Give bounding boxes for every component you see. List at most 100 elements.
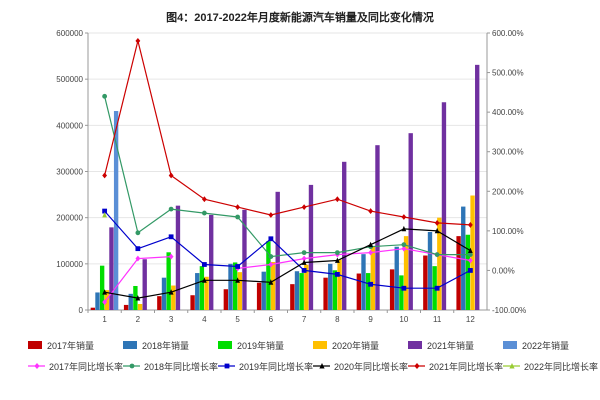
right-tick-label: 200.00% [492,187,524,196]
left-tick-label: 200000 [56,214,83,223]
x-tick-label: 7 [302,315,307,324]
bar-3-9 [366,273,370,310]
legend-item-line-5: 2021年同比增长率 [408,360,503,373]
point-2-2 [135,230,140,235]
legend-label: 2017年销量 [47,339,94,352]
x-tick-label: 2 [136,315,141,324]
bar-1-11 [423,256,427,310]
legend-item-bar-6: 2022年销量 [503,339,598,352]
bar-1-7 [290,284,294,310]
left-tick-label: 600000 [56,29,83,38]
legend-label: 2018年销量 [142,339,189,352]
bar-2-6 [262,272,266,310]
legend-label: 2020年同比增长率 [334,360,408,373]
left-tick-label: 0 [79,306,84,315]
point-2-4 [202,211,207,216]
x-tick-label: 10 [399,315,408,324]
right-tick-label: 500.00% [492,69,524,78]
bar-5-1 [109,227,113,310]
right-tick-label: -100.00% [492,306,526,315]
legend-item-line-1: 2017年同比增长率 [28,360,123,373]
line-series-2 [105,96,471,256]
right-tick-label: 100.00% [492,227,524,236]
point-5-7 [302,204,307,210]
point-5-1 [102,173,107,179]
x-tick-label: 4 [202,315,207,324]
line-series-3 [105,211,471,288]
bar-4-5 [238,272,242,310]
legend-label: 2019年同比增长率 [239,360,313,373]
x-tick-label: 9 [368,315,373,324]
legend-line-swatch [218,361,235,371]
point-3-12 [468,268,473,273]
x-tick-label: 5 [235,315,240,324]
x-tick-label: 12 [466,315,475,324]
bar-2-8 [328,264,332,310]
bar-4-9 [371,246,375,310]
bar-3-4 [200,266,204,310]
legend-line-swatch [28,361,45,371]
bar-5-12 [475,65,479,310]
bar-5-8 [342,162,346,310]
point-2-1 [102,94,107,99]
x-tick-label: 6 [269,315,274,324]
point-2-3 [169,207,174,212]
bar-1-6 [257,283,261,310]
legend-item-bar-4: 2020年销量 [313,339,408,352]
bar-4-3 [171,286,175,310]
legend-item-bar-3: 2019年销量 [218,339,313,352]
point-5-4 [202,196,207,202]
legend-label: 2020年销量 [332,339,379,352]
legend-item-bar-2: 2018年销量 [123,339,218,352]
bar-2-1 [95,292,99,310]
bar-2-10 [395,247,399,310]
legend-lines-row: 2017年同比增长率2018年同比增长率 2019年同比增长率 2020年同比增长率… [28,358,598,374]
x-tick-label: 11 [433,315,442,324]
bar-5-6 [276,192,280,310]
legend-line-swatch [313,361,330,371]
bar-1-5 [224,289,228,310]
point-3-10 [401,286,406,291]
bar-3-10 [399,275,403,310]
point-5-8 [335,196,340,202]
point-5-3 [169,173,174,179]
bar-4-2 [138,304,142,310]
bar-5-3 [176,206,180,310]
point-5-5 [235,204,240,210]
point-3-4 [202,262,207,267]
point-3-6 [268,236,273,241]
legend-label: 2022年同比增长率 [524,360,598,373]
bar-1-12 [456,236,460,310]
legend-label: 2022年销量 [522,339,569,352]
point-2-11 [435,252,440,257]
legend-item-line-4: 2020年同比增长率 [313,360,408,373]
legend-swatch [313,341,327,349]
bar-2-11 [428,232,432,310]
bar-1-1 [91,308,95,310]
legend-line-swatch [408,361,425,371]
left-tick-label: 100000 [56,260,83,269]
point-3-8 [335,272,340,277]
point-2-6 [268,254,273,259]
legend-label: 2017年同比增长率 [49,360,123,373]
point-3-11 [435,286,440,291]
legend-item-line-2: 2018年同比增长率 [123,360,218,373]
point-2-8 [335,250,340,255]
legend-item-line-6: 2022年同比增长率 [503,360,598,373]
bar-1-10 [390,269,394,310]
right-tick-label: 600.00% [492,29,524,38]
point-3-2 [135,246,140,251]
point-3-5 [235,264,240,269]
legend-line-swatch [123,361,140,371]
x-tick-label: 3 [169,315,174,324]
legend-bars-row: 2017年销量 2018年销量 2019年销量 2020年销量 2021年销量 2022年… [28,337,598,353]
point-5-6 [268,212,273,218]
legend-item-bar-5: 2021年销量 [408,339,503,352]
legend-swatch [218,341,232,349]
bar-3-7 [299,273,303,310]
bar-1-4 [190,295,194,310]
point-3-9 [368,282,373,287]
right-tick-label: 0.00% [492,266,515,275]
point-5-2 [135,38,140,44]
bar-2-5 [228,264,232,310]
